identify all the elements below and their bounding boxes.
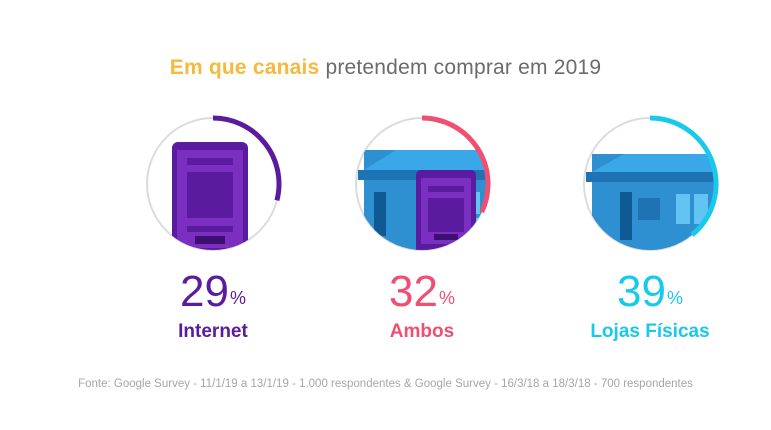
percent-ambos: 32% xyxy=(328,268,516,316)
label-lojas-fisicas: Lojas Físicas xyxy=(590,321,710,342)
ring-ambos xyxy=(352,114,492,254)
store-icon xyxy=(586,154,716,250)
percent-value-ambos: 32 xyxy=(389,267,438,316)
ring-arc-internet xyxy=(212,115,282,202)
store-and-tablet-icon xyxy=(358,150,488,250)
chart-title: Em que canais pretendem comprar em 2019 xyxy=(0,56,771,80)
ring-internet xyxy=(143,114,283,254)
percent-sign: % xyxy=(438,288,455,308)
percent-value-internet: 29 xyxy=(180,267,229,316)
ring-lojas-fisicas xyxy=(580,114,720,254)
channel-panel-internet: 29% Internet xyxy=(119,108,299,348)
source-note: Fonte: Google Survey - 11/1/19 a 13/1/19… xyxy=(78,378,693,390)
tablet-icon xyxy=(172,142,248,250)
channel-panel-lojas-fisicas: 39% Lojas Físicas xyxy=(556,108,736,348)
percent-sign: % xyxy=(666,288,683,308)
percent-lojas-fisicas: 39% xyxy=(556,268,744,316)
channel-panel-ambos: 32% Ambos xyxy=(328,108,508,348)
percent-internet: 29% xyxy=(119,268,307,316)
percent-sign: % xyxy=(229,288,246,308)
ring-arc-ambos xyxy=(421,115,491,214)
ring-arc-lojas-fisicas xyxy=(649,115,719,237)
percent-value-lojas-fisicas: 39 xyxy=(617,267,666,316)
chart-title-highlight: Em que canais xyxy=(169,56,320,79)
chart-title-rest: pretendem comprar em 2019 xyxy=(319,56,602,79)
label-ambos: Ambos xyxy=(389,321,455,342)
label-internet: Internet xyxy=(178,321,248,342)
